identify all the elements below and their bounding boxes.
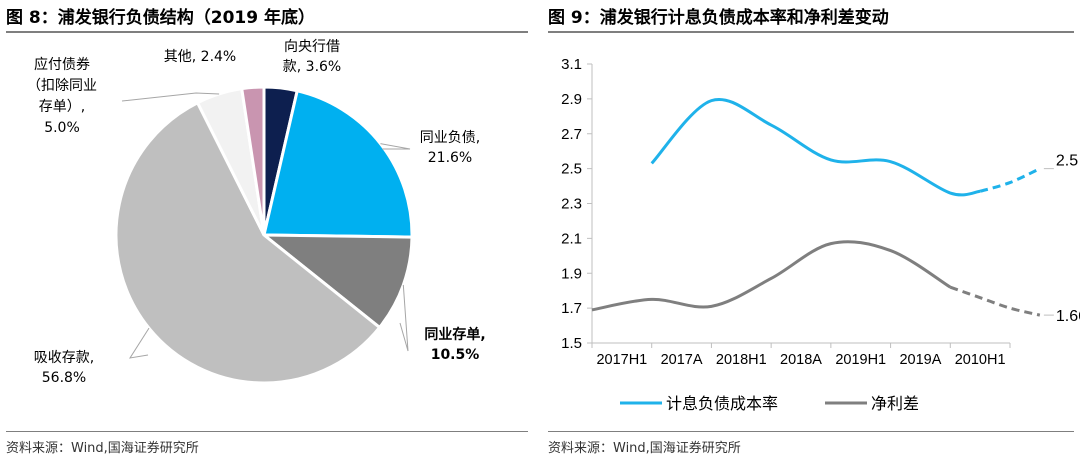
x-tick-label: 2018H1 xyxy=(716,352,767,368)
source-note-left: 资料来源：Wind,国海证券研究所 xyxy=(6,441,199,456)
leader-line xyxy=(121,92,220,102)
legend-label: 净利差 xyxy=(871,394,919,413)
y-tick-label: 3.1 xyxy=(561,56,582,73)
slice-label: 其他, 2.4% xyxy=(164,49,236,65)
title-rule-right xyxy=(548,31,1074,33)
source-rule-right xyxy=(548,431,1074,432)
pie-slice xyxy=(262,88,414,239)
y-tick-label: 2.5 xyxy=(561,161,582,178)
x-tick-label: 2017A xyxy=(661,352,703,368)
leader-line xyxy=(380,143,411,150)
slice-label: 应付债券（扣除同业存单）, 5.0% xyxy=(27,56,97,136)
y-tick-label: 1.5 xyxy=(561,335,582,352)
pie-slice xyxy=(114,100,382,385)
series-line xyxy=(591,240,952,312)
series-forecast-line xyxy=(949,285,1041,317)
end-value-label: 1.66 xyxy=(1056,308,1080,325)
pie-chart: 向央行借款, 3.6% 同业负债, 21.6% 同业存单, 10.5% 吸收存款, 56.8… xyxy=(27,39,486,386)
title-rule-left xyxy=(6,31,528,33)
series-line xyxy=(650,97,981,197)
slice-label: 同业负债, 21.6% xyxy=(420,130,480,166)
leader-line xyxy=(128,327,150,359)
y-tick-label: 2.7 xyxy=(561,126,582,143)
slice-label: 向央行借款, 3.6% xyxy=(283,39,341,75)
y-tick-label: 1.7 xyxy=(561,300,582,317)
pie-chart-title: 图 8：浦发银行负债结构（2019 年底） xyxy=(6,8,315,28)
source-note-right: 资料来源：Wind,国海证券研究所 xyxy=(548,441,741,456)
slice-label: 吸收存款, 56.8% xyxy=(34,350,94,386)
legend-label: 计息负债成本率 xyxy=(666,394,778,413)
pie-slice xyxy=(240,85,266,236)
end-value-label: 2.5 xyxy=(1056,153,1078,170)
slice-label: 同业存单, 10.5% xyxy=(424,326,485,363)
y-tick-label: 2.1 xyxy=(561,230,582,247)
y-tick-label: 1.9 xyxy=(561,265,582,282)
x-tick-label: 2017H1 xyxy=(596,352,647,368)
line-chart: 1.5 1.7 1.9 2.1 2.3 2.5 2.7 2.9 3.1 2017H1 2017A 20… xyxy=(561,56,1080,413)
y-tick-label: 2.9 xyxy=(561,91,582,108)
leader-line xyxy=(399,284,409,352)
source-rule-left xyxy=(6,431,528,432)
series-forecast-line xyxy=(979,167,1041,193)
y-tick-label: 2.3 xyxy=(561,196,582,213)
line-chart-title: 图 9：浦发银行计息负债成本率和净利差变动 xyxy=(548,8,889,28)
pie-slice xyxy=(259,233,414,330)
x-tick-label: 2019H1 xyxy=(835,352,886,368)
x-tick-label: 2010H1 xyxy=(955,352,1006,368)
x-tick-label: 2018A xyxy=(780,352,822,368)
x-tick-label: 2019A xyxy=(899,352,941,368)
